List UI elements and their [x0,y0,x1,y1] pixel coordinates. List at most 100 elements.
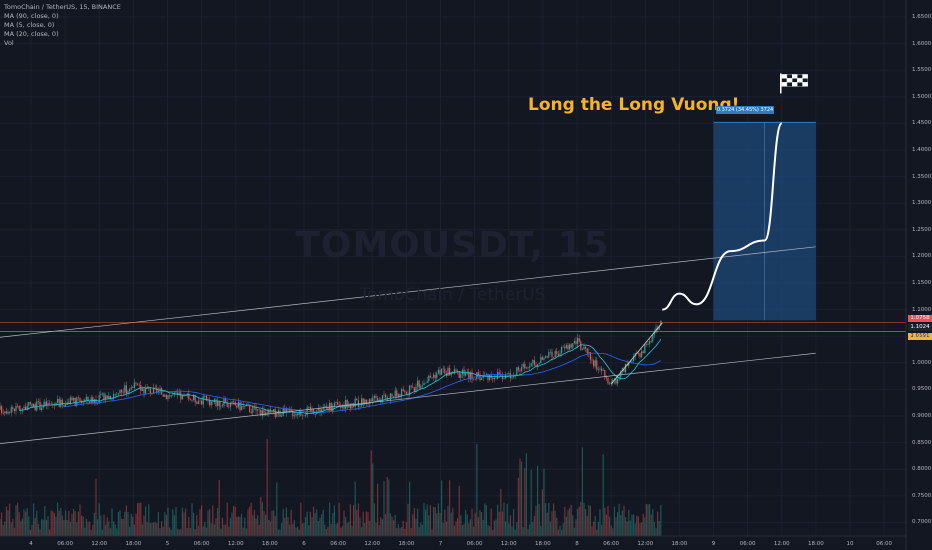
volume-bar [37,523,39,536]
volume-bar [20,521,22,536]
candle-body [207,400,209,401]
candle-body [495,377,497,379]
volume-bar [493,520,495,536]
flag-check [786,78,793,83]
candle-body [289,409,291,411]
volume-bar [465,509,467,536]
candle-body [581,349,583,350]
price-tick-label: 1.2500 [912,226,932,233]
volume-bar [330,523,332,536]
candle-body [412,386,414,388]
volume-bar [396,528,398,536]
volume-bar [365,511,367,536]
volume-bar [263,511,265,536]
volume-bar [279,529,281,536]
volume-bar [484,503,486,536]
volume-bar [567,509,569,536]
volume-bar [380,517,382,536]
candle-body [231,401,233,403]
volume-bar [205,527,207,536]
candle-body [610,382,612,384]
volume-bar [79,504,81,536]
volume-bar [444,509,446,536]
candle-body [367,403,369,405]
candle-body [4,411,6,414]
flag-check [797,82,803,87]
candle-body [132,387,134,388]
candle-body [481,377,483,380]
candle-body [404,390,406,392]
candle-body [543,358,545,360]
candle-body [87,396,89,402]
volume-bar [169,527,171,536]
volume-bar [281,523,283,536]
volume-bar [145,506,147,536]
volume-bar [156,523,158,536]
candle-body [505,374,507,379]
indicator-vol[interactable]: Vol [4,39,14,47]
volume-bar [361,527,363,536]
indicator-ma5[interactable]: MA (5, close, 0) [4,21,55,29]
volume-bar [141,524,143,536]
volume-bar [44,506,46,536]
volume-bar [285,507,287,536]
volume-bar [308,525,310,536]
volume-bar [170,529,172,536]
candle-body [149,388,151,394]
volume-bar [575,519,577,536]
indicator-ma90[interactable]: MA (90, close, 0) [4,12,59,20]
flag-check [781,74,788,79]
candle-body [159,388,161,391]
volume-bar [106,517,108,536]
candle-body [453,369,455,374]
candle-body [599,368,601,370]
volume-bar [319,517,321,536]
annotation-text[interactable]: Long the Long Vuong! [528,95,740,115]
candle-body [637,353,639,354]
volume-bar [317,521,319,536]
symbol-line[interactable]: TomoChain / TetherUS, 15, BINANCE [4,3,121,11]
candle-body [420,385,422,388]
volume-bar [191,503,193,536]
candle-body [554,351,556,358]
candle-body [125,385,127,394]
volume-bar [324,524,326,536]
candle-body [100,394,102,396]
volume-bar [570,504,572,536]
price-tick-label: 1.5000 [912,93,932,100]
time-tick-label: 12:00 [227,541,244,547]
volume-bar [87,521,89,536]
candle-body [373,395,375,398]
volume-bar [554,511,556,536]
volume-bar [148,504,150,536]
time-tick-label: 12:00 [500,541,517,547]
candle-body [369,399,371,404]
volume-bar [553,503,555,536]
candle-body [370,399,372,402]
candle-body [492,377,494,380]
volume-bar [28,516,30,536]
candle-body [117,393,119,394]
volume-bar [140,502,142,536]
candle-body [260,410,262,416]
candle-body [417,380,419,387]
indicator-ma20[interactable]: MA (20, close, 0) [4,30,59,38]
volume-bar [482,519,484,536]
volume-bar [26,508,28,536]
volume-bar [346,523,348,536]
volume-bar [109,528,111,536]
candle-body [21,408,23,411]
candle-body [653,332,655,335]
measure-label[interactable]: 0.3724 (34.45%) 3724 [716,106,774,114]
volume-bar [305,517,307,536]
volume-bar [508,523,510,536]
candle-body [55,402,57,406]
volume-bar [434,507,436,536]
candle-body [34,403,36,411]
candle-body [428,375,430,382]
volume-bar [50,510,52,536]
volume-bar [607,505,609,536]
volume-bar [132,516,134,536]
volume-bar [225,524,227,536]
